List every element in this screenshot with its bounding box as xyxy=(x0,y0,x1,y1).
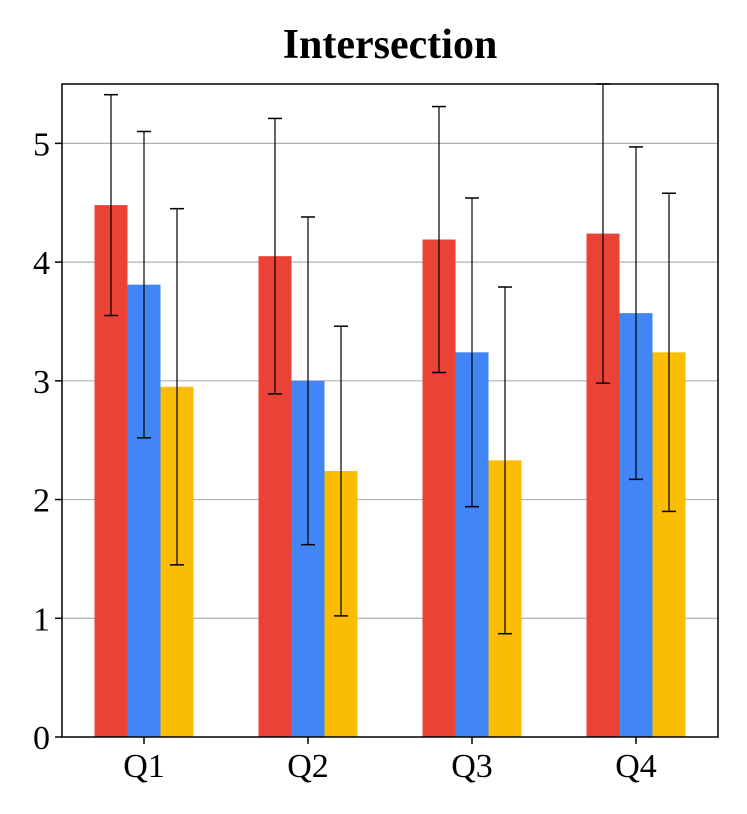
axis-ticks: 0 1 2 3 4 5 Q1 Q2 Q3 Q4 xyxy=(33,126,657,785)
plot-frame xyxy=(61,83,719,738)
y-tick-label: 5 xyxy=(33,126,50,163)
x-tick-label-q2: Q2 xyxy=(287,748,329,785)
x-tick-label-q4: Q4 xyxy=(615,748,657,785)
y-tick-label: 1 xyxy=(33,601,50,638)
y-tick-label: 4 xyxy=(33,245,50,282)
chart-title: Intersection xyxy=(283,22,498,68)
bars xyxy=(94,205,686,738)
y-tick-label: 2 xyxy=(33,483,50,520)
x-tick-label-q1: Q1 xyxy=(123,748,165,785)
y-tick-label: 3 xyxy=(33,364,50,401)
x-tick-label-q3: Q3 xyxy=(451,748,493,785)
y-tick-label: 0 xyxy=(33,720,50,757)
error-bars xyxy=(104,83,676,635)
